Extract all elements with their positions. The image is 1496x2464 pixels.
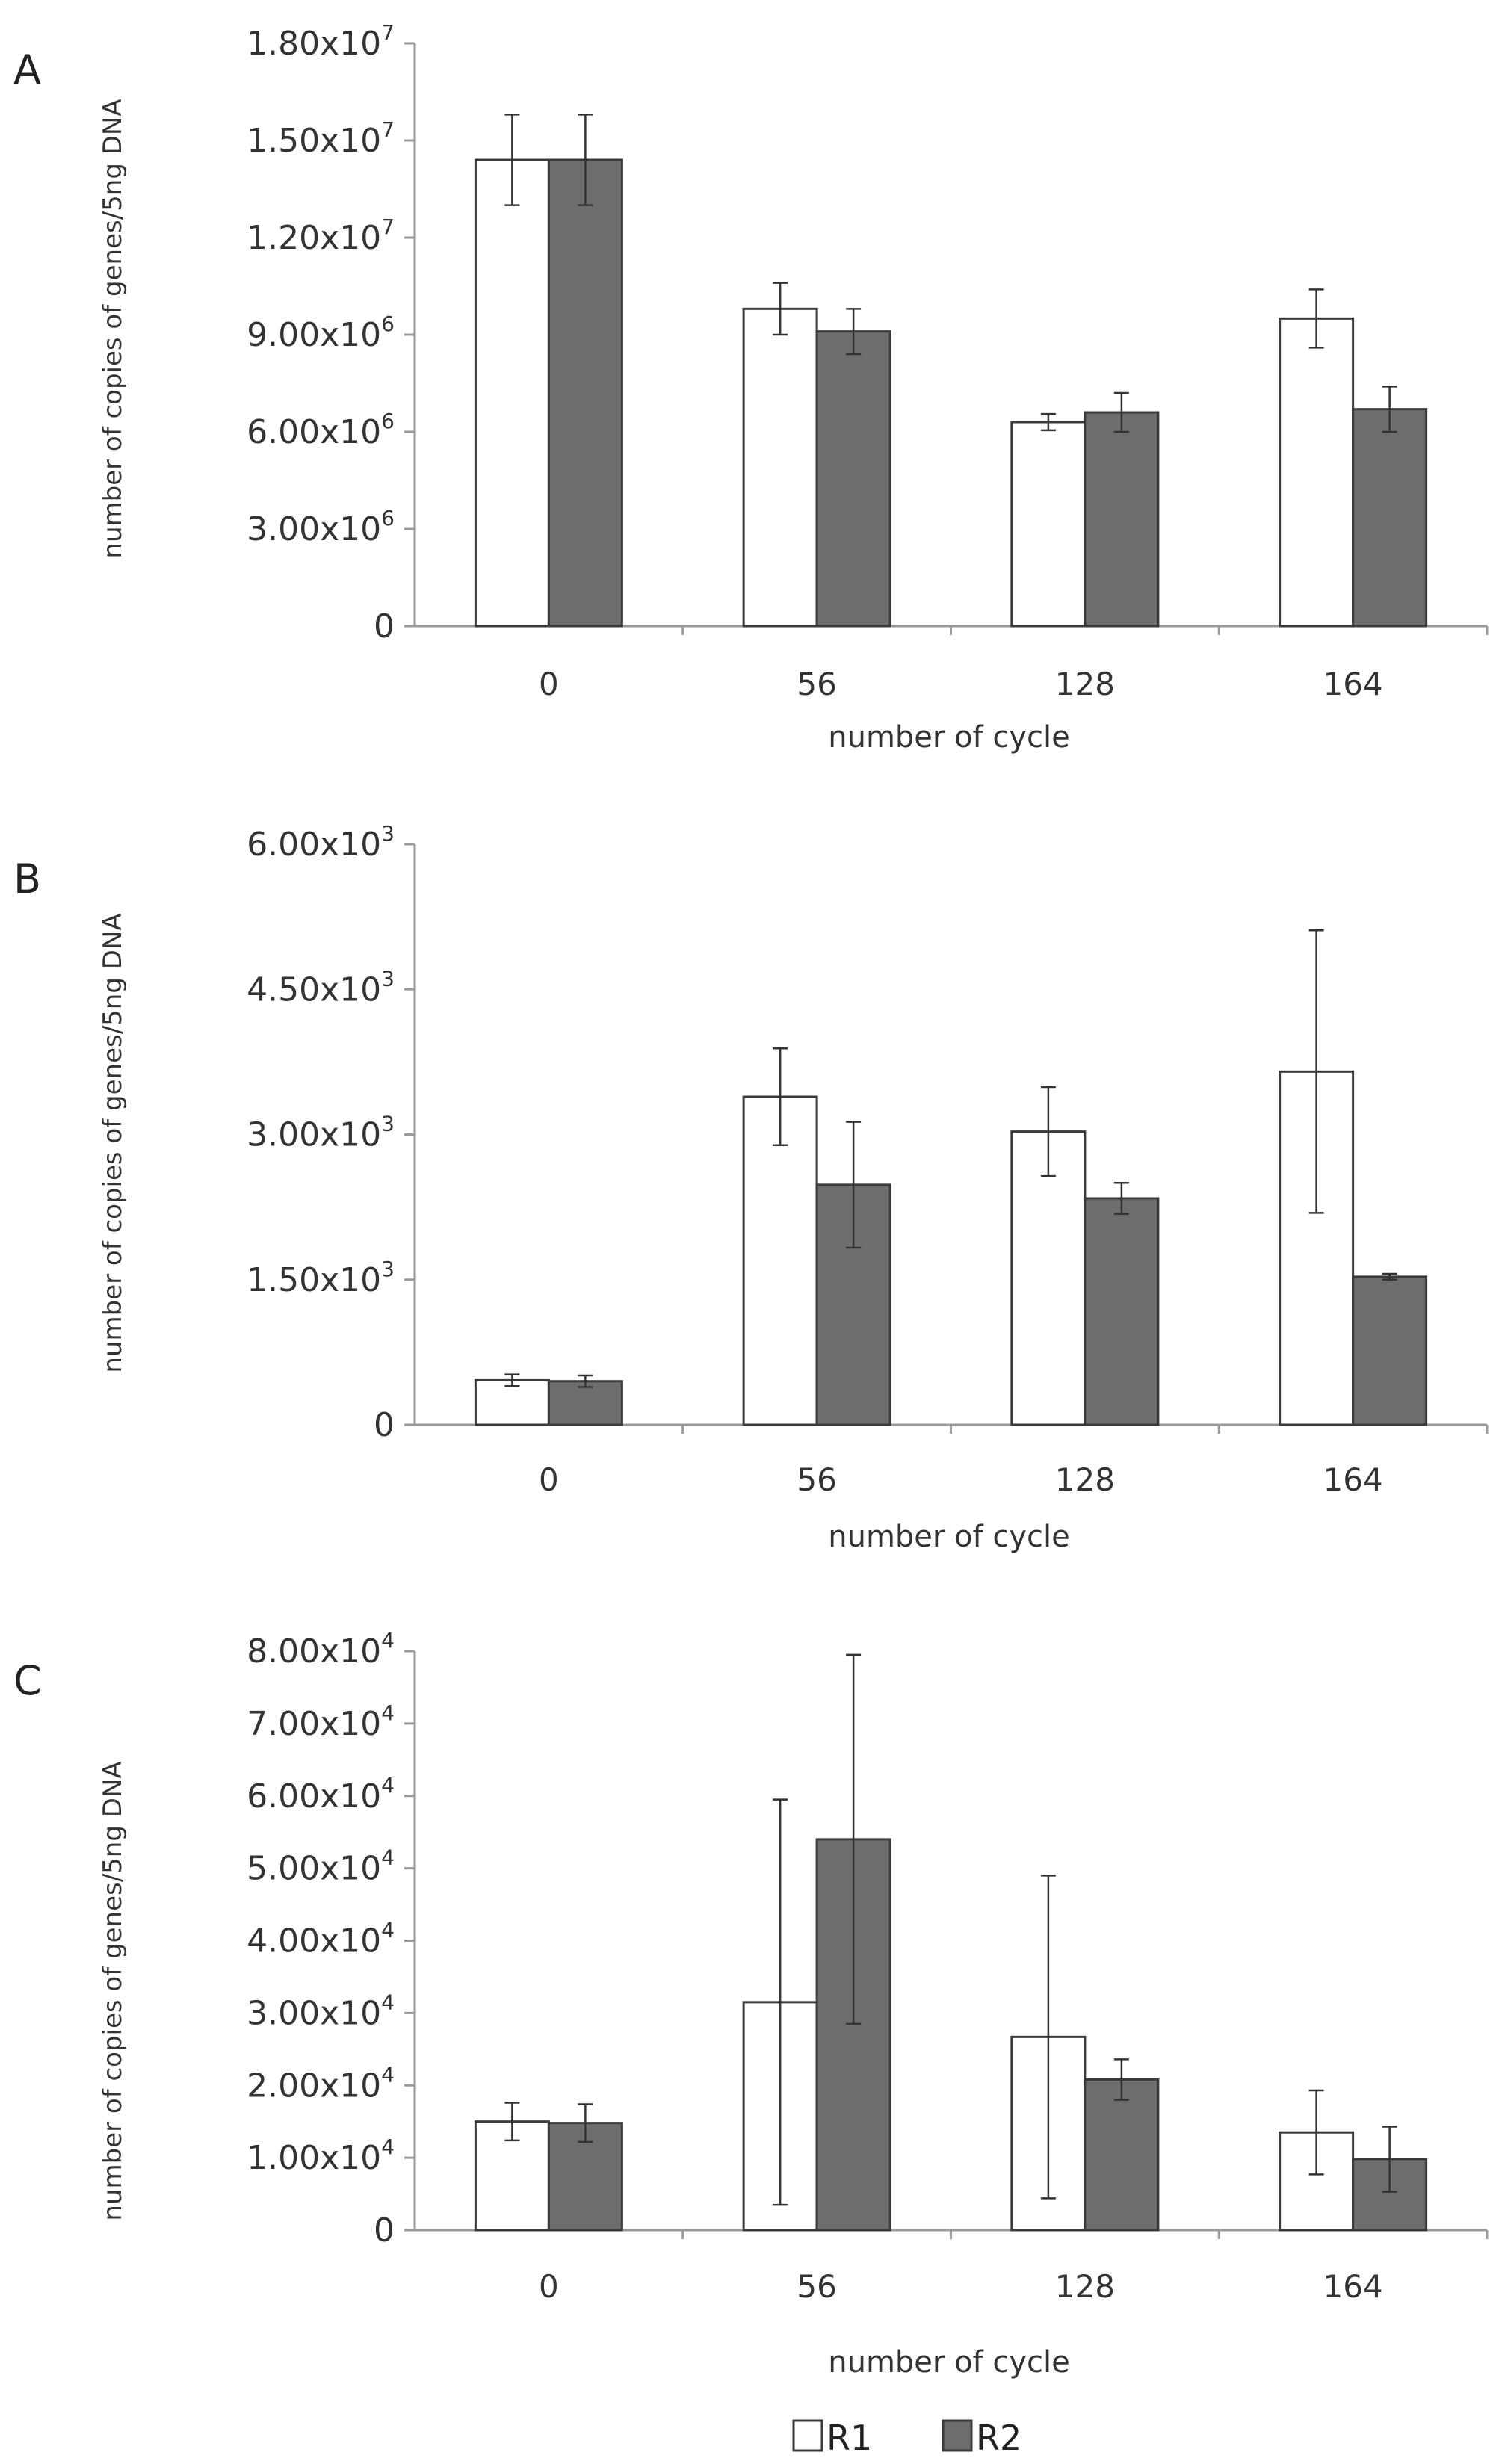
panel-a-x-axis-title: number of cycle <box>828 720 1069 755</box>
panel-c-y-tick-label: 1.00x104 <box>247 2135 395 2177</box>
panel-b-bar-r2 <box>1352 1275 1428 1426</box>
panel-c-bar-r2 <box>1352 2158 1428 2232</box>
panel-c-y-tick-label: 8.00x104 <box>247 1628 395 1671</box>
panel-a-y-tick-label: 9.00x106 <box>247 312 395 354</box>
panel-c-x-tick-label: 128 <box>1055 2268 1115 2305</box>
panel-b-x-tick-label: 56 <box>797 1461 836 1498</box>
panel-a-bar-r1 <box>1279 317 1355 628</box>
panel-c-y-tick-label: 0 <box>374 2211 395 2250</box>
panel-b-y-tick-label: 0 <box>374 1406 395 1444</box>
panel-a-y-tick-label: 6.00x106 <box>247 409 395 451</box>
panel-b-y-tick-label: 4.50x103 <box>247 966 395 1009</box>
panel-c-y-tick-label: 5.00x104 <box>247 1845 395 1888</box>
panel-c-y-tick-label: 2.00x104 <box>247 2062 395 2105</box>
panel-a-x-tick-label: 0 <box>539 666 559 702</box>
panel-b-x-tick-label: 0 <box>539 1461 559 1498</box>
panel-c-y-tick-label: 4.00x104 <box>247 1918 395 1960</box>
panel-a-y-tick-label: 1.80x107 <box>247 20 395 63</box>
panel-a-y-axis-title: number of copies of genes/5ng DNA <box>98 99 128 558</box>
panel-a-label: A <box>13 46 41 93</box>
panel-c-y-tick-label: 6.00x104 <box>247 1773 395 1816</box>
panel-b-y-tick-label: 3.00x103 <box>247 1112 395 1154</box>
panel-a: A number of copies of genes/5ng DNA numb… <box>13 20 1489 755</box>
panel-b-y-tick-label: 6.00x103 <box>247 821 395 864</box>
legend-r1-swatch <box>792 2419 823 2452</box>
panel-a-bar-r1 <box>742 307 818 628</box>
panel-c-label: C <box>13 1657 42 1704</box>
legend-r2-swatch <box>942 2419 973 2452</box>
panel-b-y-axis-title: number of copies of genes/5ng DNA <box>98 913 128 1372</box>
panel-b-bar-r2 <box>1084 1197 1160 1426</box>
panel-a-bar-r2 <box>547 158 623 628</box>
panel-c-y-tick-label: 3.00x104 <box>247 1990 395 2032</box>
panel-a-bar-r2 <box>1352 408 1428 628</box>
panel-c-x-axis-title: number of cycle <box>828 2345 1069 2380</box>
panel-a-x-tick-label: 128 <box>1055 666 1115 702</box>
panel-c-x-tick-label: 0 <box>539 2268 559 2305</box>
panel-c-bar-r2 <box>1084 2078 1160 2232</box>
panel-c: C number of copies of genes/5ng DNA numb… <box>13 1628 1489 2380</box>
panel-a-x-tick-label: 56 <box>797 666 836 702</box>
panel-b-y-tick-label: 1.50x103 <box>247 1257 395 1299</box>
panel-b-bar-r1 <box>1010 1130 1087 1426</box>
legend-r2-label: R2 <box>976 2418 1021 2458</box>
panel-c-y-tick-label: 7.00x104 <box>247 1700 395 1743</box>
legend-r1-label: R1 <box>826 2418 872 2458</box>
panel-a-y-tick-label: 1.50x107 <box>247 117 395 160</box>
panel-a-y-tick-label: 1.20x107 <box>247 214 395 257</box>
panel-c-x-tick-label: 164 <box>1323 2268 1383 2305</box>
panel-a-bar-r2 <box>815 330 891 628</box>
panel-b-bar-r1 <box>474 1378 550 1426</box>
panel-b: B number of copies of genes/5ng DNA numb… <box>13 821 1489 1554</box>
panel-a-bar-r1 <box>474 158 550 628</box>
panel-a-bar-r2 <box>1084 411 1160 628</box>
panel-a-y-tick-label: 0 <box>374 607 395 646</box>
panel-a-x-tick-label: 164 <box>1323 666 1383 702</box>
panel-b-x-axis-title: number of cycle <box>828 1520 1069 1554</box>
legend: R1 R2 <box>792 2418 1021 2458</box>
panel-b-label: B <box>13 855 41 903</box>
panel-b-x-tick-label: 164 <box>1323 1461 1383 1498</box>
panel-a-y-tick-label: 3.00x106 <box>247 506 395 548</box>
panel-b-x-tick-label: 128 <box>1055 1461 1115 1498</box>
panel-c-y-axis-title: number of copies of genes/5ng DNA <box>98 1761 128 2220</box>
panel-c-x-tick-label: 56 <box>797 2268 836 2305</box>
panel-a-bar-r1 <box>1010 421 1087 628</box>
